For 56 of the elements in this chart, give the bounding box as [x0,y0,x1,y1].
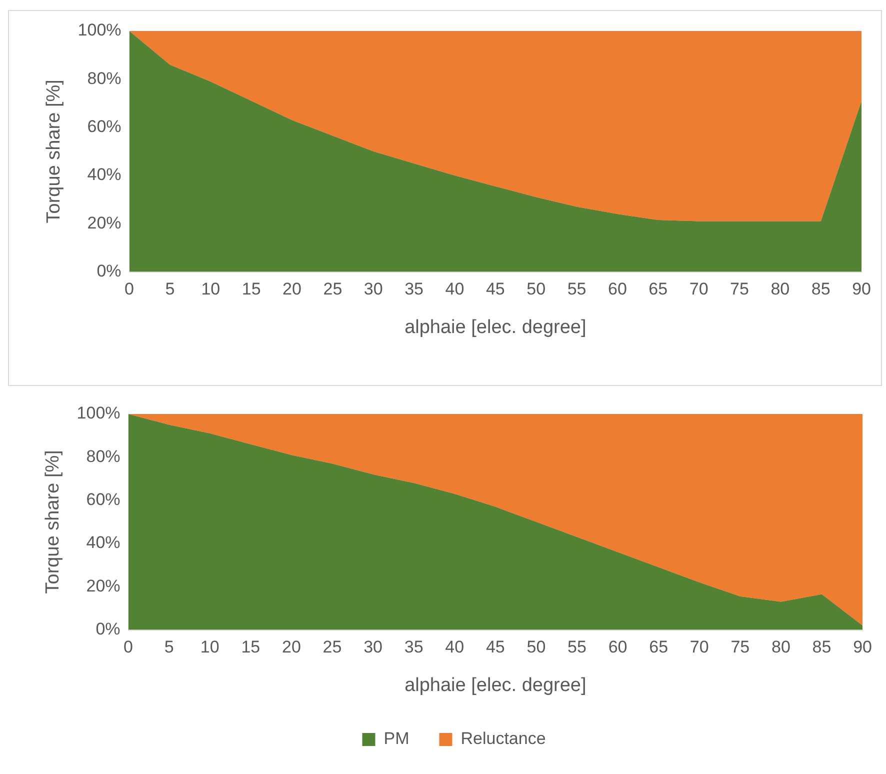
x-tick-label: 40 [445,280,464,299]
x-tick-label: 0 [124,638,134,657]
x-tick-label: 55 [568,638,586,657]
x-tick-label: 60 [608,280,627,299]
x-tick-label: 50 [526,638,546,657]
x-tick-label: 5 [165,280,175,299]
x-tick-label: 45 [486,280,505,299]
y-tick-label: 20% [86,576,120,596]
y-tick-label: 0% [96,261,122,280]
x-tick-label: 75 [730,280,749,299]
x-tick-label: 85 [812,638,832,657]
x-tick-label: 90 [852,280,872,299]
x-axis-title: alphaie [elec. degree] [404,316,586,338]
x-tick-label: 25 [322,638,342,657]
y-tick-label: 20% [87,213,122,232]
legend-label: Reluctance [460,729,546,748]
x-tick-label: 80 [772,638,790,657]
y-tick-label: 80% [86,446,120,466]
x-tick-label: 35 [404,280,424,299]
y-tick-label: 100% [78,20,122,40]
x-tick-label: 85 [811,280,830,299]
x-tick-label: 70 [689,280,708,299]
x-tick-label: 65 [648,280,668,299]
x-tick-label: 20 [282,638,301,657]
x-tick-label: 10 [201,280,220,299]
x-tick-label: 60 [608,638,628,657]
x-tick-label: 0 [124,280,134,299]
x-tick-label: 55 [567,280,586,299]
x-tick-label: 75 [730,638,750,657]
x-tick-label: 5 [164,638,174,657]
x-tick-label: 35 [404,638,424,657]
y-tick-label: 40% [86,533,120,552]
y-tick-label: 40% [87,165,122,184]
legend-label: PM [384,729,410,748]
y-axis-title: Torque share [%] [44,80,65,224]
x-tick-label: 30 [364,280,383,299]
y-tick-label: 60% [87,117,122,136]
x-tick-label: 15 [241,638,260,657]
x-axis-title: alphaie [elec. degree] [404,674,586,696]
x-tick-label: 70 [690,638,709,657]
x-tick-label: 40 [445,638,464,657]
y-tick-label: 0% [96,619,120,638]
y-axis-title: Torque share [%] [42,450,64,594]
y-tick-label: 100% [76,404,120,423]
x-tick-label: 90 [853,638,872,657]
x-tick-label: 65 [649,638,668,657]
y-tick-label: 60% [86,490,120,510]
x-tick-label: 30 [364,638,382,657]
x-tick-label: 20 [282,280,302,299]
x-tick-label: 45 [486,638,505,657]
x-tick-label: 10 [200,638,220,657]
x-tick-label: 15 [242,280,261,299]
y-tick-label: 80% [87,68,122,88]
x-tick-label: 80 [770,280,790,299]
x-tick-label: 50 [526,280,546,299]
x-tick-label: 25 [323,280,342,299]
